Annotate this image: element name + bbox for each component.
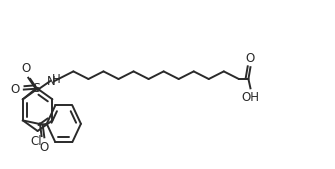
- Text: S: S: [32, 82, 40, 95]
- Text: O: O: [10, 83, 19, 96]
- Text: Cl: Cl: [30, 135, 42, 148]
- Text: OH: OH: [242, 91, 260, 104]
- Text: H: H: [52, 73, 61, 86]
- Text: O: O: [40, 141, 49, 154]
- Text: O: O: [21, 62, 31, 75]
- Text: O: O: [246, 52, 255, 65]
- Text: N: N: [47, 75, 55, 88]
